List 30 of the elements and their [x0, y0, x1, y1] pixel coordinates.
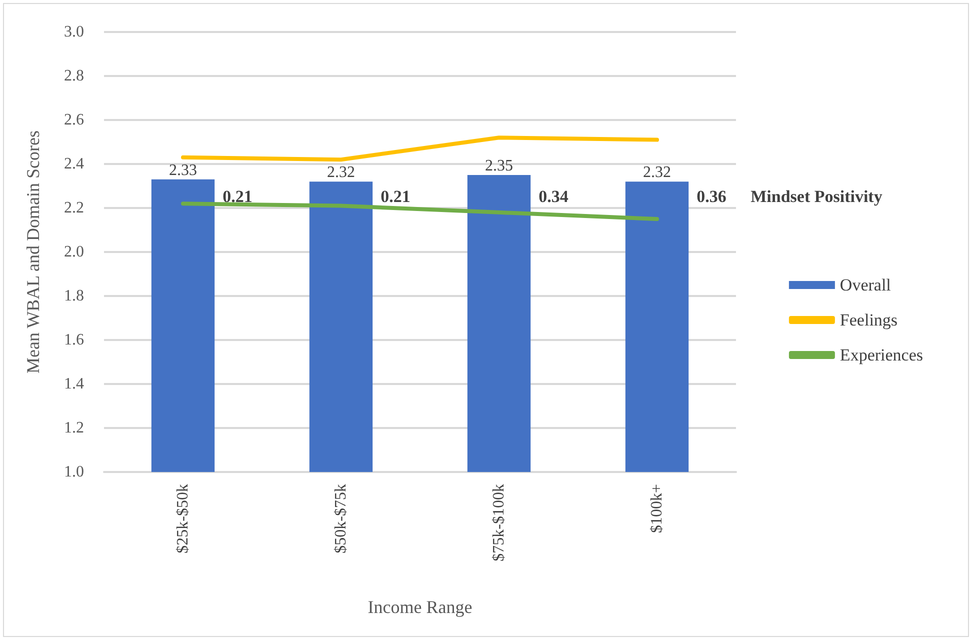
legend-label: Feelings [840, 310, 898, 330]
x-tick-label: $50k-$75k [332, 484, 350, 554]
x-axis-title: Income Range [368, 597, 472, 617]
y-tick-label: 2.0 [64, 244, 84, 260]
annotation: 0.36 [696, 187, 726, 206]
data-label: 2.32 [327, 164, 355, 182]
y-tick-label: 1.4 [64, 376, 84, 392]
y-tick-label: 1.8 [64, 288, 84, 304]
annotation: 0.34 [538, 187, 569, 206]
x-tick-label: $75k-$100k [490, 484, 508, 562]
legend-label: Experiences [840, 346, 924, 364]
data-label: 2.32 [643, 164, 671, 182]
y-tick-label: 1.6 [64, 332, 84, 348]
text: Mindset Positivity [750, 187, 883, 206]
y-tick-label: 2.6 [64, 112, 84, 128]
x-tick-label: $25k-$50k [174, 484, 192, 554]
line-series [181, 202, 659, 221]
data-label: 2.35 [485, 158, 513, 174]
y-tick-label: 2.2 [64, 200, 84, 216]
legend-label: Overall [840, 276, 892, 294]
annotation: 0.21 [222, 187, 252, 206]
y-axis-title: Mean WBAL and Domain Scores [23, 130, 43, 374]
y-tick-label: 1.2 [64, 420, 84, 436]
x-tick-label: $100k+ [648, 484, 666, 534]
data-label: 2.33 [169, 162, 197, 179]
y-tick-label: 2.8 [64, 68, 84, 84]
y-tick-label: 2.4 [64, 156, 84, 172]
y-tick-label: 3.0 [64, 24, 84, 40]
annotation: 0.21 [380, 187, 410, 206]
y-tick-label: 1.0 [64, 464, 84, 480]
